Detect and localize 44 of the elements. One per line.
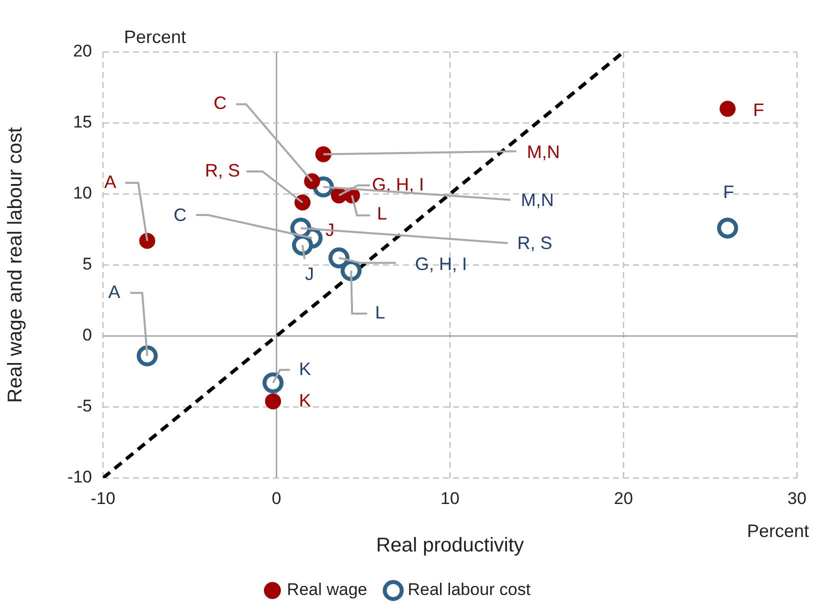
annotation: M,N [520,190,554,210]
x-tick-label: 10 [440,488,460,508]
legend-label: Real labour cost [408,580,531,600]
y-tick-label: 5 [82,254,92,274]
annotation: F [753,100,764,120]
point [265,393,282,410]
annotation: C [214,93,227,114]
point [315,146,332,162]
point [340,260,362,282]
point [304,173,320,190]
x-tick-label: 20 [614,488,633,508]
annotation: J [305,264,314,284]
y-tick-label: 20 [73,42,92,61]
point [139,232,156,249]
annotation: M,N [526,142,560,162]
point [292,234,314,256]
legend-label: Real wage [286,580,368,600]
point [717,218,738,239]
x-tick-label: 30 [788,488,806,508]
point [720,100,736,117]
annotation: G, H, I [414,254,467,274]
annotation: L [375,302,386,323]
point [294,194,311,211]
annotation: R, S [517,233,552,254]
annotation: A [104,172,116,192]
text: Percent [746,520,810,541]
annotation: C [174,204,187,225]
annotation: K [299,390,312,410]
annotation: F [723,182,734,202]
text: Percent [124,26,186,47]
point [262,372,284,394]
y-tick-label: 10 [73,184,92,203]
annotation: K [299,358,312,379]
annotation: L [376,203,387,224]
y-tick-label: -10 [67,468,92,487]
y-tick-label: 15 [73,112,92,132]
point [136,345,158,366]
annotation: R, S [205,160,240,180]
x-axis-title: Real productivity [376,534,524,557]
y-axis-title: Real wage and real labour cost [4,126,27,403]
annotation: A [108,282,120,302]
x-tick-label: 0 [272,488,282,508]
y-tick-label: 0 [82,326,92,345]
y-tick-label: -5 [76,396,92,416]
